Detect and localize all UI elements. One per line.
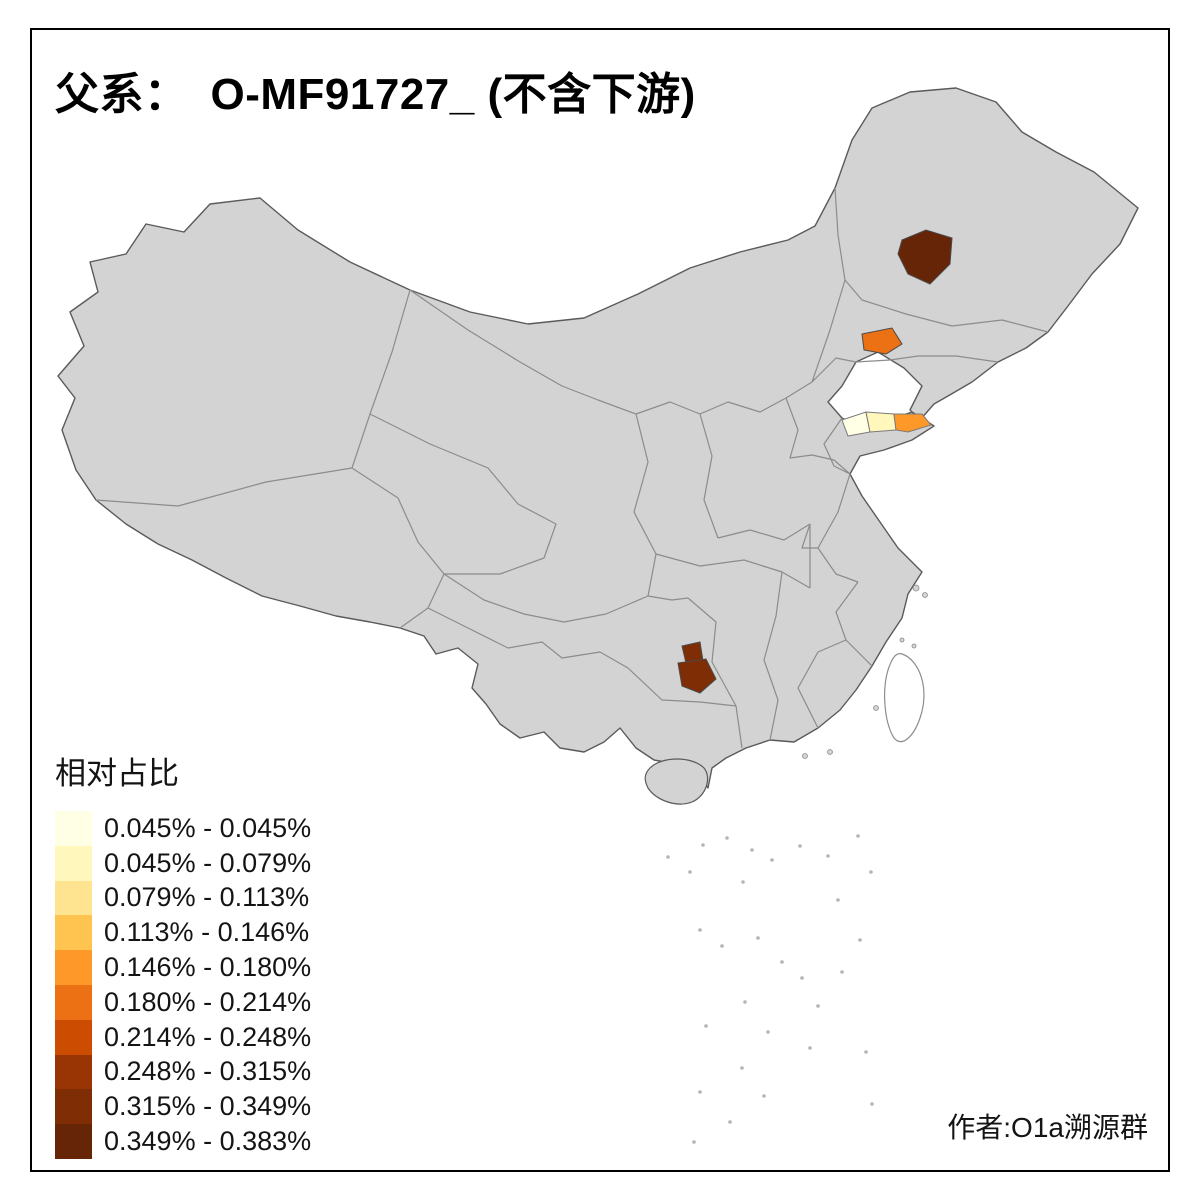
legend-swatch [55, 845, 92, 881]
legend-label: 0.113% - 0.146% [104, 917, 310, 948]
province-borders [95, 187, 1049, 749]
legend-row: 0.248% - 0.315% [55, 1054, 312, 1090]
legend-label: 0.180% - 0.214% [104, 986, 312, 1017]
legend-swatch [55, 1054, 92, 1090]
prefecture-region [841, 411, 871, 437]
legend-title: 相对占比 [55, 756, 179, 791]
legend-swatch [55, 915, 92, 951]
legend-swatch [55, 984, 92, 1020]
legend-label: 0.079% - 0.113% [104, 882, 310, 913]
legend-row: 0.214% - 0.248% [55, 1019, 312, 1055]
title-prefix: 父系： [55, 70, 189, 119]
legend-row: 0.180% - 0.214% [55, 984, 312, 1020]
legend-row: 0.079% - 0.113% [55, 880, 311, 916]
legend-row: 0.349% - 0.383% [55, 1124, 311, 1159]
coastal-islands [802, 584, 928, 759]
taiwan-island [884, 653, 925, 743]
south-china-sea-islands [666, 834, 874, 1144]
legend-row: 0.315% - 0.349% [55, 1089, 312, 1125]
legend-label: 0.146% - 0.180% [104, 952, 312, 983]
legend-label: 0.214% - 0.248% [104, 1021, 312, 1052]
legend-row: 0.045% - 0.045% [55, 811, 311, 846]
legend-swatch [55, 811, 92, 846]
legend-swatch [55, 950, 92, 985]
prefecture-region [861, 327, 903, 355]
legend-swatch [55, 1089, 92, 1125]
prefecture-region [677, 658, 717, 694]
legend-swatch [55, 1019, 92, 1055]
legend-row: 0.146% - 0.180% [55, 950, 311, 985]
legend: 相对占比 0.045% - 0.045% 0.045% - 0.079% 0.079… [55, 748, 311, 1159]
legend-row: 0.045% - 0.079% [55, 845, 312, 881]
prefecture-region [893, 413, 932, 433]
legend-row: 0.113% - 0.146% [55, 915, 311, 951]
legend-label: 0.045% - 0.045% [104, 812, 312, 843]
china-landmass [57, 87, 1139, 789]
hainan-island [644, 758, 709, 805]
page-title: 父系： O-MF91727_ (不含下游) [55, 58, 696, 122]
attribution-text: 作者:O1a溯源群 [947, 1112, 1148, 1143]
prefecture-region [897, 229, 953, 285]
legend-label: 0.315% - 0.349% [104, 1091, 312, 1122]
legend-bins: 0.045% - 0.045% 0.045% - 0.079% 0.079% - 0… [55, 811, 311, 1159]
legend-label: 0.349% - 0.383% [104, 1126, 312, 1157]
title-main: O-MF91727_ (不含下游) [210, 70, 696, 119]
legend-swatch [55, 880, 92, 916]
legend-label: 0.045% - 0.079% [104, 847, 312, 878]
prefecture-region [865, 411, 897, 433]
legend-swatch [55, 1124, 92, 1159]
legend-label: 0.248% - 0.315% [104, 1056, 312, 1087]
